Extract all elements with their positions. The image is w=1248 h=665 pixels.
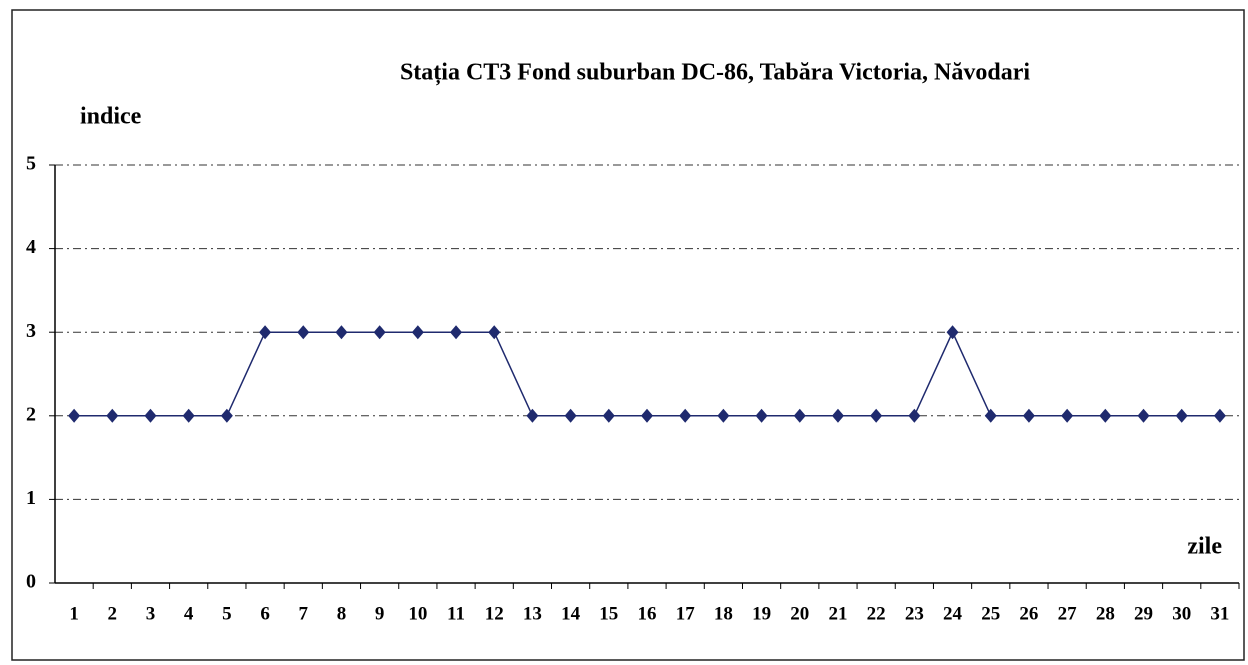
data-point [1137,408,1150,423]
data-point [946,325,959,340]
x-tick-label: 18 [714,603,733,624]
x-tick-label: 2 [108,603,118,624]
data-point [870,408,883,423]
data-point [68,408,81,423]
x-tick-label: 31 [1210,603,1229,624]
x-tick-label: 9 [375,603,385,624]
x-tick-label: 15 [599,603,618,624]
x-tick-label: 16 [638,603,657,624]
x-tick-label: 11 [447,603,465,624]
x-tick-label: 20 [790,603,809,624]
x-axis-label: zile [1187,534,1222,560]
data-point [717,408,730,423]
y-tick-label: 1 [26,487,36,509]
data-point [1099,408,1112,423]
x-tick-label: 27 [1058,603,1078,624]
data-point [259,325,272,340]
data-point [602,408,615,423]
x-tick-label: 10 [408,603,427,624]
chart-frame [11,9,1245,661]
data-point [1175,408,1188,423]
y-tick-label: 2 [26,403,36,425]
x-tick-label: 1 [69,603,79,624]
data-point [564,408,577,423]
y-tick-label: 3 [26,320,36,342]
data-point [831,408,844,423]
x-tick-label: 30 [1172,603,1191,624]
x-tick-label: 8 [337,603,347,624]
data-point [297,325,310,340]
data-point [793,408,806,423]
x-tick-label: 22 [867,603,886,624]
x-tick-label: 26 [1019,603,1038,624]
data-point [411,325,424,340]
x-tick-label: 29 [1134,603,1153,624]
y-tick-label: 5 [26,153,36,175]
x-tick-label: 23 [905,603,924,624]
x-tick-label: 21 [828,603,847,624]
x-tick-label: 5 [222,603,232,624]
y-tick-label: 0 [26,571,36,593]
x-tick-label: 17 [676,603,696,624]
chart-title: Stația CT3 Fond suburban DC-86, Tabăra V… [400,60,1030,86]
data-point [908,408,921,423]
data-point [1022,408,1035,423]
x-tick-label: 28 [1096,603,1115,624]
x-tick-label: 14 [561,603,581,624]
x-tick-label: 6 [260,603,270,624]
x-tick-label: 7 [299,603,309,624]
data-point [1061,408,1074,423]
data-point [1213,408,1226,423]
y-tick-label: 4 [26,236,36,258]
x-tick-label: 24 [943,603,963,624]
data-point [106,408,119,423]
data-point [182,408,195,423]
y-axis-label: indice [80,104,142,130]
x-tick-label: 12 [485,603,504,624]
data-point [488,325,501,340]
x-tick-label: 4 [184,603,194,624]
data-point [526,408,539,423]
data-point [450,325,463,340]
data-point [220,408,233,423]
data-point [373,325,386,340]
data-point [679,408,692,423]
data-point [144,408,157,423]
x-tick-label: 3 [146,603,156,624]
data-point [641,408,653,423]
x-tick-label: 13 [523,603,542,624]
data-point [755,408,768,423]
data-point [335,325,348,340]
x-tick-label: 19 [752,603,771,624]
x-tick-label: 25 [981,603,1000,624]
data-point [984,408,997,423]
data-line [74,330,1220,417]
